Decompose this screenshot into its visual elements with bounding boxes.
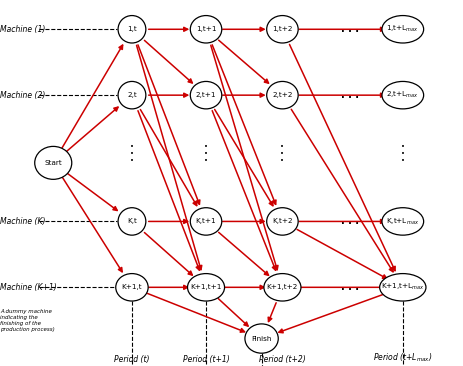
Text: •
•
•: • • • [130,144,134,164]
Ellipse shape [190,208,222,235]
Text: K+1,t+L$_{max}$: K+1,t+L$_{max}$ [381,282,425,292]
Ellipse shape [118,82,146,109]
Text: •
•
•: • • • [281,144,284,164]
Ellipse shape [380,274,426,301]
Text: . . .: . . . [341,282,358,292]
Text: 1,t: 1,t [127,26,137,32]
Text: 2,t+L$_{max}$: 2,t+L$_{max}$ [386,90,419,100]
Text: Machine (1): Machine (1) [0,25,45,34]
Text: Finish: Finish [251,336,272,341]
Text: 2,t+1: 2,t+1 [196,92,216,98]
Text: Start: Start [44,160,62,166]
Text: Machine (2): Machine (2) [0,91,45,100]
Text: K,t+L$_{max}$: K,t+L$_{max}$ [386,216,419,227]
Text: 1,t+1: 1,t+1 [196,26,216,32]
Text: Machine (K): Machine (K) [0,217,45,226]
Ellipse shape [118,15,146,43]
Ellipse shape [382,208,424,235]
Ellipse shape [190,82,222,109]
Ellipse shape [118,208,146,235]
Text: K,t+2: K,t+2 [272,219,293,224]
Text: 1,t+2: 1,t+2 [272,26,293,32]
Ellipse shape [382,15,424,43]
Text: K+1,t+1: K+1,t+1 [190,284,222,290]
Text: Period (t+L$_{max}$): Period (t+L$_{max}$) [373,352,432,364]
Ellipse shape [35,146,72,179]
Ellipse shape [188,274,225,301]
Text: 2,t+2: 2,t+2 [272,92,293,98]
Text: •
•
•: • • • [401,144,405,164]
Ellipse shape [116,274,148,301]
Text: Period (t+1): Period (t+1) [183,355,229,364]
Text: K,t: K,t [127,219,137,224]
Ellipse shape [267,15,298,43]
Text: Period (t): Period (t) [114,355,150,364]
Text: . . .: . . . [341,216,358,227]
Text: K+1,t: K+1,t [122,284,142,290]
Ellipse shape [267,82,298,109]
Text: 1,t+L$_{max}$: 1,t+L$_{max}$ [386,24,419,34]
Text: . . .: . . . [341,90,358,100]
Ellipse shape [382,82,424,109]
Ellipse shape [245,324,278,353]
Text: 2,t: 2,t [127,92,137,98]
Text: . . .: . . . [341,24,358,34]
Text: K+1,t+2: K+1,t+2 [267,284,298,290]
Ellipse shape [264,274,301,301]
Text: Period (t+2): Period (t+2) [259,355,306,364]
Ellipse shape [190,15,222,43]
Ellipse shape [267,208,298,235]
Text: A dummy machine
indicating the
finishing of the
production process): A dummy machine indicating the finishing… [0,309,55,332]
Text: Machine (K+1): Machine (K+1) [0,283,57,292]
Text: K,t+1: K,t+1 [196,219,216,224]
Text: •
•
•: • • • [204,144,208,164]
